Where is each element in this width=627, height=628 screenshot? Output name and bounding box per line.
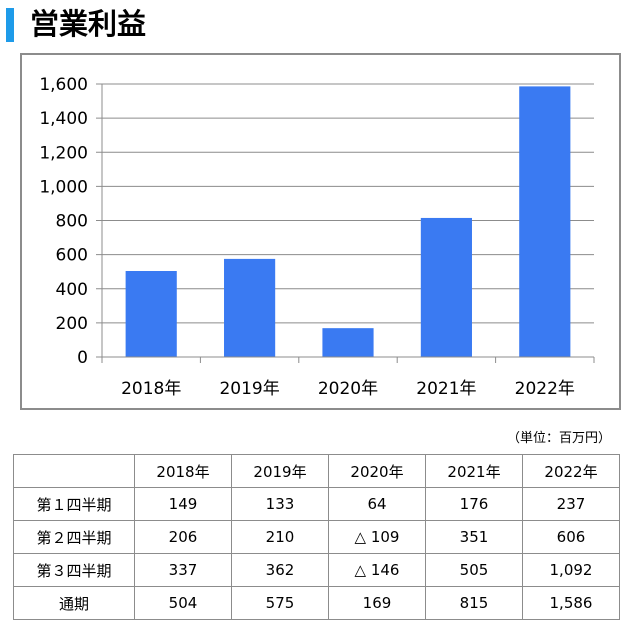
header-cell xyxy=(13,454,135,488)
bar-chart: 0 200 400 600 800 1,000 1,200 1,400 1,600 2018年 20… xyxy=(39,75,595,399)
y-tick-label: 800 xyxy=(56,212,88,232)
bar xyxy=(519,86,571,358)
table-cell: 815 xyxy=(425,586,523,620)
table-cell: 337 xyxy=(134,553,232,587)
title-accent-bar xyxy=(6,8,14,42)
bar xyxy=(125,271,177,357)
x-tick-label: 2019年 xyxy=(219,379,279,399)
row-label: 通期 xyxy=(13,586,135,620)
header-cell: 2020年 xyxy=(328,454,426,488)
table-row: 通期 504 575 169 815 1,586 xyxy=(13,586,620,620)
chart-frame: 0 200 400 600 800 1,000 1,200 1,400 1,600 2018年 20… xyxy=(20,53,621,410)
y-tick-label: 1,400 xyxy=(39,109,88,129)
y-tick-label: 200 xyxy=(56,314,88,334)
x-tick-label: 2020年 xyxy=(318,379,378,399)
y-tick-label: 600 xyxy=(56,246,88,266)
table-cell: 169 xyxy=(328,586,426,620)
bar xyxy=(224,258,276,357)
table-cell: 504 xyxy=(134,586,232,620)
x-tick-label: 2022年 xyxy=(515,379,575,399)
data-table: 2018年 2019年 2020年 2021年 2022年 第１四半期 149 … xyxy=(13,454,620,620)
table-row: 第２四半期 206 210 △ 109 351 606 xyxy=(13,520,620,554)
unit-note: （単位：百万円） xyxy=(506,431,611,446)
header-cell: 2019年 xyxy=(231,454,329,488)
table-cell: 351 xyxy=(425,520,523,554)
table-row: 第３四半期 337 362 △ 146 505 1,092 xyxy=(13,553,620,587)
bar xyxy=(420,217,472,357)
table-cell: 575 xyxy=(231,586,329,620)
y-tick-label: 0 xyxy=(77,348,88,368)
y-tick-label: 1,000 xyxy=(39,177,88,197)
header-cell: 2018年 xyxy=(134,454,232,488)
table-cell: 206 xyxy=(134,520,232,554)
table-cell: 210 xyxy=(231,520,329,554)
x-tick-label: 2018年 xyxy=(121,379,181,399)
table-cell: 149 xyxy=(134,487,232,521)
y-tick-label: 1,600 xyxy=(39,75,88,95)
header-cell: 2022年 xyxy=(522,454,620,488)
table-cell: 362 xyxy=(231,553,329,587)
table-cell: 606 xyxy=(522,520,620,554)
x-tick-label: 2021年 xyxy=(416,379,476,399)
table-cell: 1,586 xyxy=(522,586,620,620)
table-cell: 237 xyxy=(522,487,620,521)
table-cell: △ 109 xyxy=(328,520,426,554)
y-tick-label: 400 xyxy=(56,280,88,300)
table-cell: 505 xyxy=(425,553,523,587)
bar xyxy=(322,328,374,357)
table-cell: △ 146 xyxy=(328,553,426,587)
row-label: 第２四半期 xyxy=(13,520,135,554)
y-tick-label: 1,200 xyxy=(39,143,88,163)
header-cell: 2021年 xyxy=(425,454,523,488)
table-header-row: 2018年 2019年 2020年 2021年 2022年 xyxy=(13,454,620,488)
table-cell: 1,092 xyxy=(522,553,620,587)
page-title: 営業利益 xyxy=(30,7,147,41)
table-cell: 64 xyxy=(328,487,426,521)
table-row: 第１四半期 149 133 64 176 237 xyxy=(13,487,620,521)
row-label: 第３四半期 xyxy=(13,553,135,587)
table-cell: 176 xyxy=(425,487,523,521)
table-cell: 133 xyxy=(231,487,329,521)
row-label: 第１四半期 xyxy=(13,487,135,521)
